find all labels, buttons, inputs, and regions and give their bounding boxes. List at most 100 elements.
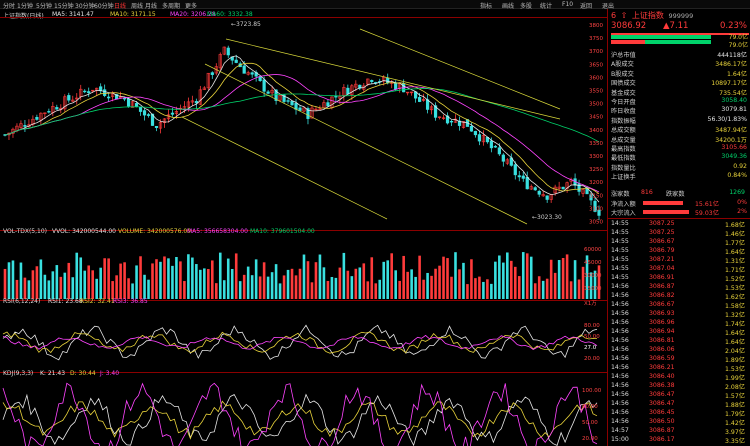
tick-volume: 3.35亿 bbox=[725, 438, 745, 445]
stat-value: 0.84% bbox=[727, 172, 747, 180]
kline-chart-area[interactable]: ←3723.85 ←3023.30 3800 3750 3700 3650 3600 355… bbox=[0, 9, 607, 446]
menu-item-2[interactable]: 多股 bbox=[520, 3, 533, 10]
tick-row: 14:55 3087.04 1.71亿 bbox=[611, 265, 749, 274]
main-chart-header: 上证指数(日线) MA5: 3141.47 MA10: 3171.15 MA20… bbox=[0, 9, 607, 20]
stat-value: 1.64亿 bbox=[727, 70, 747, 78]
volume-bar bbox=[525, 253, 529, 299]
candle-body bbox=[318, 108, 322, 110]
volume-bar bbox=[470, 259, 473, 299]
candle-body bbox=[174, 111, 179, 114]
volume-bar bbox=[274, 264, 278, 299]
volume-bar bbox=[378, 279, 382, 299]
tick-price: 3086.87 bbox=[649, 427, 675, 434]
price-axis-tick: 3700 bbox=[589, 49, 603, 55]
volume-bar bbox=[230, 268, 234, 299]
stat-value: 3487.94亿 bbox=[715, 127, 747, 135]
candle-body bbox=[589, 194, 593, 201]
rsi-panel-name: RSI(6,12,24) bbox=[3, 298, 41, 305]
menu-item-6[interactable]: 退出 bbox=[602, 3, 615, 10]
period-tab-3[interactable]: 15分钟 bbox=[54, 3, 74, 10]
period-tab-4[interactable]: 30分钟 bbox=[75, 3, 95, 10]
tick-row: 14:56 3086.96 1.74亿 bbox=[611, 319, 749, 328]
period-tab-1[interactable]: 1分钟 bbox=[17, 3, 33, 10]
menu-item-1[interactable]: 画线 bbox=[502, 3, 515, 10]
period-tab-5[interactable]: 60分钟 bbox=[94, 3, 114, 10]
period-tab-7[interactable]: 周线 bbox=[131, 3, 144, 10]
candle-body bbox=[557, 186, 561, 189]
volume-bar bbox=[67, 262, 71, 299]
tick-row: 14:55 3086.91 1.52亿 bbox=[611, 274, 749, 283]
volume-plot[interactable] bbox=[3, 252, 601, 299]
candle-body bbox=[533, 187, 537, 191]
period-tab-0[interactable]: 分时 bbox=[3, 3, 16, 10]
volume-bar bbox=[474, 278, 477, 299]
tick-time: 14:56 bbox=[611, 409, 629, 416]
tick-row: 14:56 3086.40 1.99亿 bbox=[611, 373, 749, 382]
volume-bar bbox=[565, 254, 569, 299]
candle-body bbox=[35, 117, 39, 120]
volume-bar bbox=[330, 277, 334, 299]
candle-body bbox=[545, 195, 549, 200]
menu-item-0[interactable]: 指标 bbox=[480, 3, 493, 10]
volume-bar bbox=[430, 275, 433, 299]
volume-bar bbox=[322, 267, 326, 299]
volume-bar bbox=[43, 274, 47, 299]
candlestick-plot[interactable]: ←3723.85 ←3023.30 bbox=[3, 21, 601, 225]
volume-bar bbox=[398, 280, 401, 299]
volume-bar bbox=[342, 252, 346, 299]
volume-bar bbox=[406, 271, 409, 299]
volume-bar bbox=[370, 257, 374, 299]
kdj-plot[interactable] bbox=[2, 382, 598, 446]
menu-item-5[interactable]: 返回 bbox=[580, 3, 593, 10]
volume-bar bbox=[561, 257, 565, 299]
volume-bar bbox=[286, 269, 290, 299]
period-tab-8[interactable]: 月线 bbox=[145, 3, 158, 10]
menu-item-4[interactable]: F10 bbox=[562, 1, 574, 8]
candle-body bbox=[334, 96, 338, 98]
candle-body bbox=[242, 65, 246, 74]
tick-volume: 1.53亿 bbox=[725, 285, 745, 292]
candle-body bbox=[71, 99, 75, 102]
volume-bar bbox=[127, 278, 130, 299]
tick-time: 14:56 bbox=[611, 310, 629, 317]
down-label: 跌家数 bbox=[666, 191, 685, 198]
volume-bar bbox=[55, 265, 59, 299]
tick-price: 3087.25 bbox=[649, 220, 675, 227]
close-quote-icon[interactable]: ⇧ bbox=[620, 11, 628, 20]
stat-label: 总成交量 bbox=[611, 136, 636, 144]
tick-price: 3086.47 bbox=[649, 400, 675, 407]
stat-label: 今日开盘 bbox=[611, 99, 636, 106]
tick-row: 14:55 3086.67 1.77亿 bbox=[611, 238, 749, 247]
price-axis-tick: 3350 bbox=[589, 141, 603, 147]
candle-body bbox=[258, 76, 262, 81]
candle-body bbox=[501, 154, 505, 162]
period-tab-10[interactable]: 更多 bbox=[185, 3, 198, 10]
candle-body bbox=[226, 47, 230, 56]
tick-price: 3086.47 bbox=[649, 391, 675, 398]
tick-volume: 1.88亿 bbox=[725, 402, 745, 409]
kdj-panel-name: KDJ(9,3,3) bbox=[3, 370, 34, 377]
volume-bar bbox=[203, 268, 206, 299]
period-tab-9[interactable]: 多周期 bbox=[162, 3, 181, 10]
period-tab-6[interactable]: 日线 bbox=[114, 3, 127, 10]
low-price-marker: ←3023.30 bbox=[532, 214, 562, 221]
candle-body bbox=[521, 175, 525, 179]
candle-body bbox=[75, 97, 79, 100]
volume-bar bbox=[262, 262, 266, 299]
candle-body bbox=[310, 107, 314, 119]
volume-bar bbox=[199, 269, 202, 299]
period-tab-2[interactable]: 5分钟 bbox=[36, 3, 52, 10]
candle-body bbox=[19, 123, 23, 128]
volume-bar bbox=[31, 270, 35, 299]
volume-bar bbox=[390, 253, 393, 299]
up-label: 涨家数 bbox=[611, 191, 630, 198]
menu-item-3[interactable]: 统计 bbox=[540, 3, 553, 10]
candle-body bbox=[593, 200, 597, 212]
candle-body bbox=[306, 108, 310, 119]
volume-bar bbox=[187, 254, 190, 299]
rsi-plot[interactable] bbox=[2, 324, 598, 361]
volume-bar bbox=[75, 252, 79, 299]
candle-body bbox=[541, 194, 545, 197]
volume-bar bbox=[39, 259, 43, 299]
tick-price: 3086.96 bbox=[649, 319, 675, 326]
